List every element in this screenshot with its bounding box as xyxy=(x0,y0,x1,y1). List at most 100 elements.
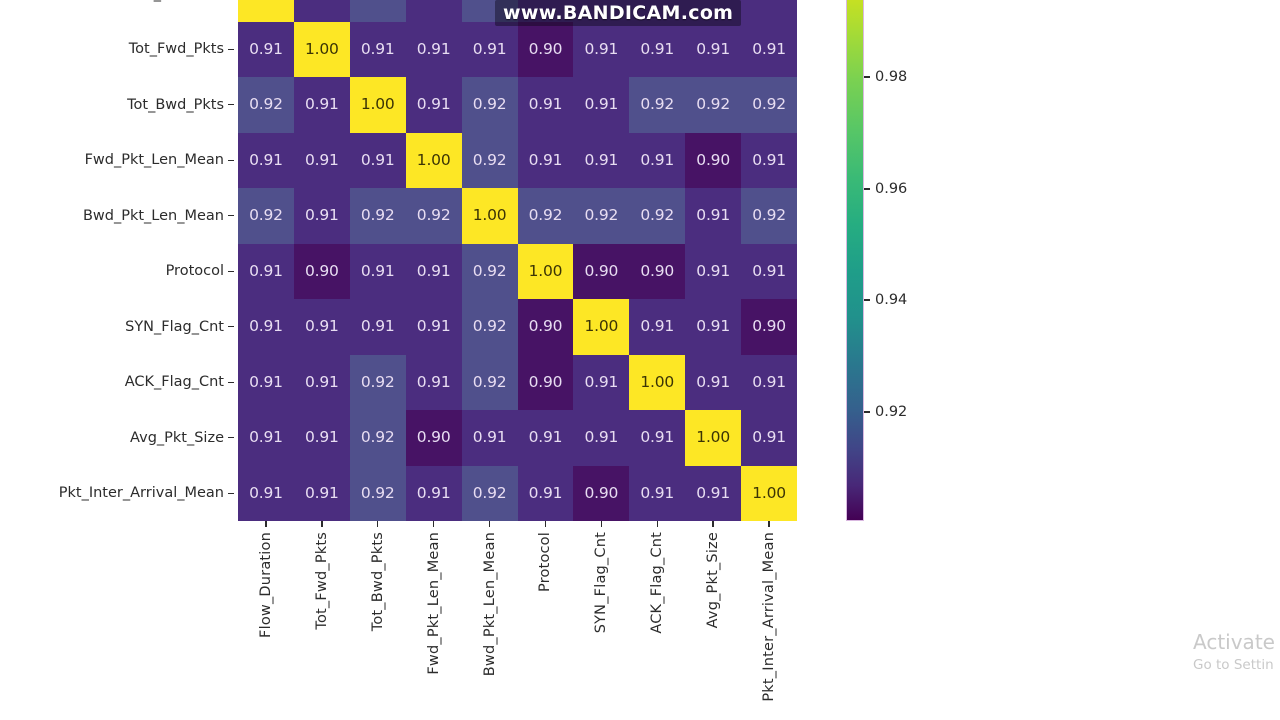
heatmap-cell: 0.91 xyxy=(293,132,350,188)
heatmap-cell-value: 0.91 xyxy=(416,261,451,280)
heatmap-cell: 1.00 xyxy=(405,132,462,188)
heatmap-cell-value: 0.90 xyxy=(304,261,339,280)
x-axis: Flow_Duration Tot_Fwd_Pkts Tot_Bwd_Pkts Fwd… xyxy=(238,521,797,720)
heatmap-cell: 0.90 xyxy=(405,410,462,466)
heatmap-cell: 0.91 xyxy=(238,465,294,521)
y-axis-tick-label: Protocol xyxy=(165,263,224,280)
heatmap-cell: 0.91 xyxy=(629,0,686,22)
heatmap-cell-value: 0.92 xyxy=(360,206,395,224)
heatmap-cell: 0.90 xyxy=(685,132,742,188)
heatmap-cell-value: 0.91 xyxy=(249,428,283,446)
x-axis-tick-mark xyxy=(321,521,323,527)
heatmap-cell-value: 0.90 xyxy=(528,317,563,335)
heatmap-cell: 1.00 xyxy=(517,243,574,299)
heatmap-cell: 0.90 xyxy=(573,465,630,521)
heatmap-cell: 0.91 xyxy=(741,410,797,466)
x-axis-tick-label: Pkt_Inter_Arrival_Mean xyxy=(761,532,778,702)
x-axis-tick-7: ACK_Flag_Cnt xyxy=(629,521,685,634)
x-axis-tick-mark xyxy=(432,521,435,527)
heatmap-cell-value: 0.91 xyxy=(417,0,451,2)
heatmap-cell: 0.90 xyxy=(517,354,574,410)
heatmap-cell: 0.91 xyxy=(293,0,350,22)
heatmap-cell-value: 1.00 xyxy=(360,95,395,113)
x-axis-tick-1: Tot_Fwd_Pkts xyxy=(294,521,350,630)
heatmap-cell-value: 1.00 xyxy=(249,0,283,2)
x-axis-tick-mark xyxy=(600,521,603,527)
heatmap-cell: 0.91 xyxy=(293,465,350,521)
heatmap-cell: 0.91 xyxy=(573,132,630,188)
heatmap-cell: 0.92 xyxy=(461,465,518,521)
heatmap-cell: 0.92 xyxy=(461,354,518,410)
heatmap-cell: 0.91 xyxy=(629,299,686,355)
heatmap-cell: 0.91 xyxy=(293,299,350,355)
heatmap-cell: 0.92 xyxy=(238,188,294,244)
heatmap-cell: 0.91 xyxy=(573,354,630,410)
heatmap-cell-value: 1.00 xyxy=(640,372,675,391)
heatmap-cell-value: 0.92 xyxy=(249,206,283,224)
y-axis-tick-8: Avg_Pkt_Size xyxy=(0,410,238,466)
heatmap-cell-value: 0.90 xyxy=(528,372,563,391)
x-axis-tick-mark xyxy=(488,521,491,527)
y-axis-tick-label: Flow_Duration xyxy=(121,0,228,2)
heatmap-cell-value: 0.92 xyxy=(472,317,507,335)
heatmap-cell: 0.91 xyxy=(741,132,797,188)
heatmap-cell-value: 0.91 xyxy=(584,150,619,169)
heatmap-cell-value: 0.91 xyxy=(584,95,619,113)
heatmap-cell-value: 0.91 xyxy=(640,150,675,169)
y-axis-tick-label: Tot_Bwd_Pkts xyxy=(127,96,224,113)
heatmap-cell-value: 0.91 xyxy=(696,317,730,335)
heatmap-cell: 0.91 xyxy=(238,132,294,188)
heatmap-cell-value: 0.91 xyxy=(304,206,339,224)
heatmap-cell-value: 0.90 xyxy=(696,150,730,169)
heatmap-cell: 0.91 xyxy=(349,243,406,299)
heatmap-cell-value: 1.00 xyxy=(584,317,619,335)
heatmap-cell-value: 0.91 xyxy=(304,95,339,113)
y-axis-tick-label: Fwd_Pkt_Len_Mean xyxy=(84,152,224,169)
heatmap-cell: 0.91 xyxy=(405,465,462,521)
heatmap-cell-value: 0.91 xyxy=(584,372,619,391)
heatmap-cell: 1.00 xyxy=(349,77,406,133)
heatmap-cell-value: 0.91 xyxy=(752,261,786,280)
heatmap-cell: 0.91 xyxy=(405,299,462,355)
colorbar-tick-1: 0.96 xyxy=(864,181,907,197)
heatmap-cell-value: 0.91 xyxy=(696,372,730,391)
heatmap-cell-value: 0.91 xyxy=(752,39,786,58)
x-axis-tick-label: ACK_Flag_Cnt xyxy=(649,532,666,634)
activate-windows-overlay: Activate W Go to Settin xyxy=(1193,630,1280,675)
colorbar-tick-mark xyxy=(864,188,870,190)
heatmap-cell-value: 0.92 xyxy=(472,261,507,280)
heatmap-cell-value: 0.92 xyxy=(360,428,395,446)
heatmap-cell-value: 0.91 xyxy=(360,39,395,58)
heatmap-cell: 0.91 xyxy=(741,243,797,299)
heatmap-cell-value: 0.91 xyxy=(304,372,339,391)
heatmap-cell-value: 0.92 xyxy=(472,95,507,113)
heatmap-cell-value: 0.91 xyxy=(640,428,675,446)
heatmap-cell-value: 0.92 xyxy=(528,206,563,224)
heatmap-cell-value: 0.91 xyxy=(305,0,339,2)
heatmap-cell-value: 1.00 xyxy=(752,483,786,502)
heatmap-cell-value: 1.00 xyxy=(472,206,507,224)
heatmap-cell-value: 0.91 xyxy=(640,483,675,502)
heatmap-cell: 0.92 xyxy=(461,0,518,22)
heatmap-grid: 1.00 0.91 0.92 0.91 0.92 0.91 0.91 0.91 0.91 0.91… xyxy=(238,0,797,521)
heatmap-cell: 0.91 xyxy=(349,132,406,188)
heatmap-cell-value: 0.91 xyxy=(752,372,786,391)
heatmap-cell: 0.91 xyxy=(741,0,797,22)
x-axis-tick-label: SYN_Flag_Cnt xyxy=(593,532,610,634)
heatmap-cell-value: 0.91 xyxy=(696,261,730,280)
y-axis-tick-label: ACK_Flag_Cnt xyxy=(124,374,224,391)
heatmap-cell: 0.92 xyxy=(238,77,294,133)
heatmap-cell: 0.92 xyxy=(573,188,630,244)
x-axis-tick-label: Flow_Duration xyxy=(257,532,274,638)
y-axis-tick-label: Tot_Fwd_Pkts xyxy=(128,41,224,58)
heatmap-cell-value: 0.91 xyxy=(528,95,563,113)
heatmap-cell-value: 0.91 xyxy=(584,39,619,58)
heatmap-cell: 0.91 xyxy=(293,354,350,410)
y-axis-tick-2: Tot_Bwd_Pkts xyxy=(0,77,238,133)
heatmap-cell-value: 0.90 xyxy=(528,39,563,58)
x-axis-tick-mark xyxy=(712,521,714,527)
y-axis-tick-label: SYN_Flag_Cnt xyxy=(125,318,224,335)
heatmap-cell: 0.91 xyxy=(405,243,462,299)
heatmap-cell: 0.91 xyxy=(293,77,350,133)
x-axis-tick-label: Protocol xyxy=(537,532,554,593)
